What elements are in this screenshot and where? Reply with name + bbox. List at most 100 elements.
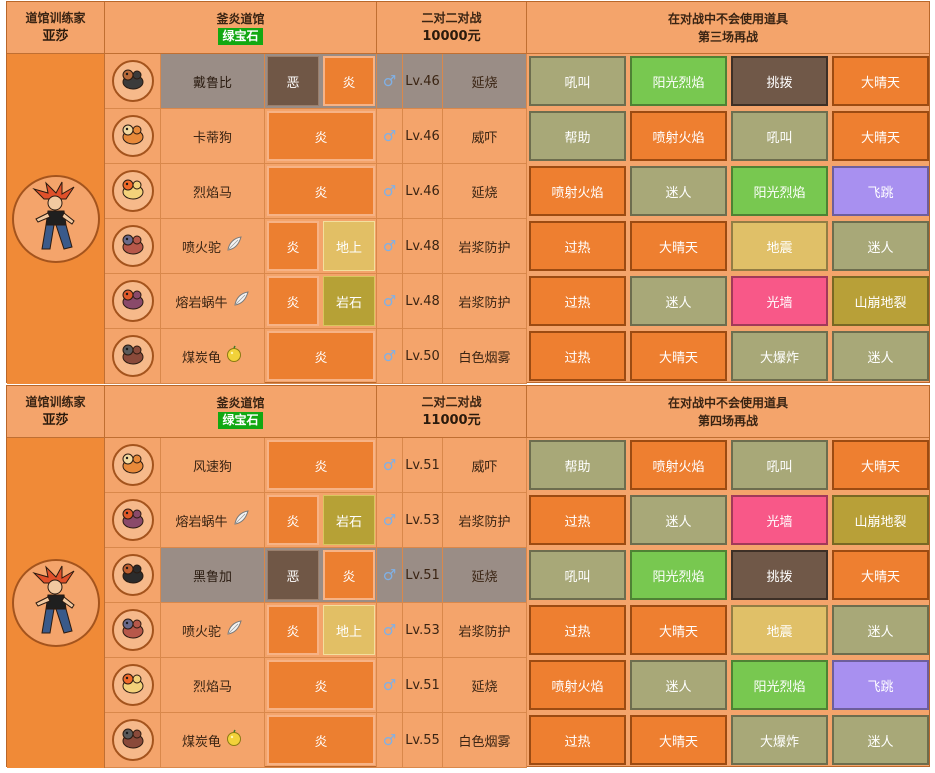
move-2[interactable]: 迷人 [630,276,727,326]
move-1[interactable]: 过热 [529,495,626,545]
move-4[interactable]: 大晴天 [832,111,929,161]
type-badge[interactable]: 炎 [267,166,375,216]
ability-cell[interactable]: 岩浆防护 [443,603,527,658]
move-3[interactable]: 光墙 [731,276,828,326]
move-2[interactable]: 喷射火焰 [630,111,727,161]
move-2[interactable]: 阳光烈焰 [630,550,727,600]
pokemon-ability[interactable]: 岩浆防护 [458,295,511,311]
move-3[interactable]: 吼叫 [731,111,828,161]
move-3[interactable]: 光墙 [731,495,828,545]
ability-cell[interactable]: 岩浆防护 [443,274,527,329]
move-1[interactable]: 过热 [529,715,626,765]
pokemon-portrait[interactable] [111,499,154,541]
move-2[interactable]: 迷人 [630,660,727,710]
move-4[interactable]: 迷人 [832,715,929,765]
pokemon-name[interactable]: 喷火驼 [181,240,221,256]
type-badge[interactable]: 恶 [267,550,319,600]
move-3[interactable]: 大爆炸 [731,331,828,381]
pokemon-ability[interactable]: 岩浆防护 [458,624,511,640]
white-herb-icon[interactable] [232,509,250,531]
move-1[interactable]: 喷射火焰 [529,166,626,216]
pokemon-portrait[interactable] [111,170,154,212]
type-badge[interactable]: 地上 [323,221,375,271]
move-3[interactable]: 地震 [731,605,828,655]
move-4[interactable]: 山崩地裂 [832,495,929,545]
ability-cell[interactable]: 延烧 [443,658,527,713]
move-1[interactable]: 过热 [529,605,626,655]
type-badge[interactable]: 炎 [267,221,319,271]
pokemon-name-cell[interactable]: 喷火驼 [161,603,265,658]
move-3[interactable]: 吼叫 [731,440,828,490]
pokemon-ability[interactable]: 延烧 [471,185,498,201]
pokemon-ability[interactable]: 白色烟雾 [458,350,511,366]
pokemon-name-cell[interactable]: 风速狗 [161,438,265,493]
pokemon-name-cell[interactable]: 烈焰马 [161,658,265,713]
pokemon-ability[interactable]: 延烧 [471,679,498,695]
white-herb-icon[interactable] [225,619,243,641]
move-1[interactable]: 帮助 [529,111,626,161]
pokemon-name-cell[interactable]: 煤炭龟 [161,329,265,384]
type-badge[interactable]: 岩石 [323,495,375,545]
ability-cell[interactable]: 岩浆防护 [443,493,527,548]
pokemon-portrait[interactable] [111,664,154,706]
move-1[interactable]: 过热 [529,221,626,271]
ability-cell[interactable]: 延烧 [443,164,527,219]
move-3[interactable]: 挑拨 [731,56,828,106]
move-4[interactable]: 迷人 [832,331,929,381]
pokemon-name-cell[interactable]: 熔岩蜗牛 [161,274,265,329]
pokemon-name[interactable]: 黑鲁加 [192,569,232,585]
move-4[interactable]: 迷人 [832,221,929,271]
type-badge[interactable]: 炎 [267,715,375,765]
move-4[interactable]: 大晴天 [832,550,929,600]
pokemon-name[interactable]: 熔岩蜗牛 [175,514,228,530]
sitrus-berry-icon[interactable] [225,345,243,367]
pokemon-portrait[interactable] [111,335,154,377]
ability-cell[interactable]: 威吓 [443,438,527,493]
move-2[interactable]: 迷人 [630,495,727,545]
pokemon-portrait[interactable] [111,225,154,267]
move-2[interactable]: 喷射火焰 [630,440,727,490]
move-3[interactable]: 地震 [731,221,828,271]
ability-cell[interactable]: 岩浆防护 [443,219,527,274]
move-1[interactable]: 喷射火焰 [529,660,626,710]
pokemon-name[interactable]: 烈焰马 [192,679,232,695]
type-badge[interactable]: 炎 [267,440,375,490]
move-4[interactable]: 迷人 [832,605,929,655]
ability-cell[interactable]: 延烧 [443,54,527,109]
pokemon-portrait[interactable] [111,60,154,102]
pokemon-portrait[interactable] [111,554,154,596]
pokemon-portrait[interactable] [111,719,154,761]
type-badge[interactable]: 恶 [267,56,319,106]
type-badge[interactable]: 地上 [323,605,375,655]
pokemon-name[interactable]: 风速狗 [192,459,232,475]
ability-cell[interactable]: 白色烟雾 [443,329,527,384]
pokemon-portrait[interactable] [111,115,154,157]
pokemon-portrait[interactable] [111,609,154,651]
type-badge[interactable]: 炎 [323,550,375,600]
pokemon-name[interactable]: 熔岩蜗牛 [175,295,228,311]
white-herb-icon[interactable] [225,235,243,257]
pokemon-name-cell[interactable]: 煤炭龟 [161,713,265,768]
pokemon-name-cell[interactable]: 卡蒂狗 [161,109,265,164]
pokemon-name[interactable]: 卡蒂狗 [192,130,232,146]
pokemon-name-cell[interactable]: 烈焰马 [161,164,265,219]
move-1[interactable]: 过热 [529,276,626,326]
type-badge[interactable]: 炎 [267,660,375,710]
pokemon-name-cell[interactable]: 熔岩蜗牛 [161,493,265,548]
type-badge[interactable]: 炎 [323,56,375,106]
pokemon-portrait[interactable] [111,280,154,322]
pokemon-portrait[interactable] [111,444,154,486]
move-4[interactable]: 飞跳 [832,660,929,710]
pokemon-ability[interactable]: 延烧 [471,75,498,91]
move-1[interactable]: 吼叫 [529,550,626,600]
type-badge[interactable]: 炎 [267,111,375,161]
move-2[interactable]: 大晴天 [630,331,727,381]
ability-cell[interactable]: 威吓 [443,109,527,164]
pokemon-ability[interactable]: 白色烟雾 [458,734,511,750]
pokemon-name[interactable]: 煤炭龟 [181,734,221,750]
move-4[interactable]: 大晴天 [832,56,929,106]
pokemon-name[interactable]: 戴鲁比 [192,75,232,91]
type-badge[interactable]: 岩石 [323,276,375,326]
sitrus-berry-icon[interactable] [225,729,243,751]
move-2[interactable]: 大晴天 [630,605,727,655]
